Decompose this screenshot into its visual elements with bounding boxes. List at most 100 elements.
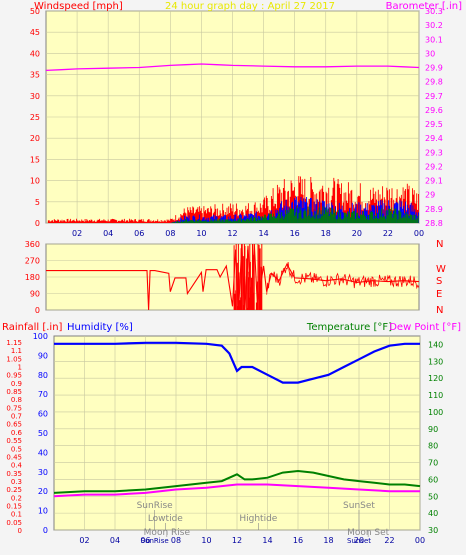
wind-x-tick: 14 (258, 229, 268, 238)
direction-burst (233, 244, 263, 310)
dewpoint-axis-label: Dew Point [°F] (389, 322, 461, 333)
rainfall-y-tick: 0.35 (6, 470, 22, 478)
rainfall-y-tick: 0.25 (6, 486, 22, 494)
temperature-y-tick: 60 (428, 475, 438, 484)
wind-x-tick: 18 (321, 229, 331, 238)
wind-x-tick: 12 (227, 229, 237, 238)
rainfall-y-tick: 0.7 (11, 413, 22, 421)
humidity-x-ticks: 02 04 06 08 10 12 14 16 18 20 22 00 (79, 536, 425, 545)
rainfall-y-tick: 0.45 (6, 453, 22, 461)
rainfall-y-tick: 1 (18, 364, 22, 372)
sun-bottom-label: Sunset (347, 537, 371, 545)
wind-grid (46, 10, 420, 224)
annotation-label: Moon Set (347, 528, 390, 538)
wind-x-tick: 16 (290, 229, 300, 238)
wind-y-tick: 20 (30, 134, 40, 143)
compass-label: S (436, 276, 442, 287)
barometer-y-tick: 29.5 (425, 120, 443, 129)
barometer-y-tick: 29 (425, 191, 435, 200)
humidity-y-tick: 20 (38, 487, 48, 496)
wind-x-tick: 06 (134, 229, 144, 238)
humidity-y-ticks: 0 10 20 30 40 50 60 70 80 90 100 (33, 332, 48, 535)
rainfall-y-tick: 0.9 (11, 380, 22, 388)
temperature-y-tick: 130 (428, 357, 443, 366)
humidity-x-tick: 22 (384, 536, 394, 545)
barometer-y-tick: 29.3 (425, 148, 443, 157)
rainfall-axis-label: Rainfall [.in] (2, 322, 63, 333)
temperature-y-tick: 140 (428, 340, 443, 349)
temperature-line (53, 469, 421, 494)
wind-x-tick: 22 (383, 229, 393, 238)
humidity-y-tick: 30 (38, 468, 48, 477)
rainfall-y-tick: 0.3 (11, 478, 22, 486)
barometer-y-tick: 30.3 (425, 7, 443, 16)
humidity-x-tick: 10 (201, 536, 211, 545)
windspeed-axis-label: Windspeed [mph] (34, 1, 123, 12)
wind-x-ticks: 02 04 06 08 10 12 14 16 18 20 22 00 (72, 229, 424, 238)
humidity-y-tick: 90 (38, 351, 48, 360)
humidity-x-tick: 04 (110, 536, 120, 545)
barometer-y-tick: 28.9 (425, 205, 443, 214)
rainfall-y-tick: 0.1 (11, 511, 22, 519)
rainfall-y-tick: 1.1 (11, 347, 22, 355)
annotation-label: Moon Rise (144, 528, 191, 538)
direction-grid (46, 243, 419, 311)
wind-x-tick: 02 (72, 229, 82, 238)
rainfall-y-tick: 0.05 (6, 519, 22, 527)
rainfall-y-tick: 1.05 (6, 355, 22, 363)
rainfall-y-tick: 0.95 (6, 372, 22, 380)
rainfall-y-tick: 0.65 (6, 421, 22, 429)
rainfall-y-tick: 0.4 (11, 462, 23, 470)
compass-label: N (436, 239, 443, 250)
tide-sun-moon-annotations: SunRise Lowtide Moon Rise Hightide SunSet Moo… (137, 501, 390, 545)
annotation-label: Hightide (239, 514, 277, 524)
humidity-y-tick: 10 (38, 507, 48, 516)
barometer-y-tick: 30.2 (425, 21, 443, 30)
temperature-y-tick: 40 (428, 509, 438, 518)
direction-y-ticks: 0 90 180 270 360 (25, 240, 40, 315)
humidity-y-tick: 60 (38, 410, 48, 419)
humidity-axis-label: Humidity [%] (67, 322, 133, 333)
direction-y-tick: 0 (35, 306, 40, 315)
temperature-y-tick: 120 (428, 374, 443, 383)
barometer-y-tick: 29.7 (425, 92, 443, 101)
rainfall-y-tick: 0.55 (6, 437, 22, 445)
humidity-x-tick: 12 (232, 536, 242, 545)
dewpoint-line (53, 483, 420, 498)
temperature-y-tick: 50 (428, 492, 438, 501)
temperature-y-tick: 100 (428, 408, 443, 417)
wind-y-tick: 50 (30, 7, 40, 16)
humidity-y-tick: 50 (38, 429, 48, 438)
humidity-x-tick: 06 (140, 536, 150, 545)
barometer-axis-label: Barometer [.in] (386, 1, 462, 12)
wind-y-tick: 45 (30, 28, 40, 37)
temperature-y-tick: 30 (428, 526, 438, 535)
annotation-label: SunSet (343, 501, 375, 511)
wind-x-tick: 20 (352, 229, 362, 238)
annotation-label: SunRise (137, 501, 174, 511)
rainfall-y-tick: 0.2 (11, 494, 22, 502)
humidity-y-tick: 100 (33, 332, 48, 341)
humidity-x-tick: 14 (262, 536, 272, 545)
wind-y-tick: 30 (30, 92, 40, 101)
humidity-temperature-panel: 00.050.10.150.20.250.30.350.40.450.50.55… (2, 322, 461, 545)
temperature-y-ticks: 30 40 50 60 70 80 90 100 110 120 130 140 (428, 340, 443, 535)
barometer-y-tick: 29.2 (425, 162, 443, 171)
wind-y-tick: 5 (35, 198, 40, 207)
barometer-y-tick: 29.9 (425, 64, 443, 73)
humidity-grid (54, 336, 421, 531)
annotation-label: Lowtide (148, 514, 183, 524)
direction-series (46, 243, 420, 311)
temperature-axis-label: Temperature [°F] (306, 322, 392, 333)
humidity-line (54, 341, 420, 384)
barometer-y-tick: 29.8 (425, 78, 443, 87)
barometer-y-tick: 30 (425, 49, 435, 58)
sun-bottom-label: SunRise (141, 537, 169, 545)
rainfall-y-tick: 0.75 (6, 404, 22, 412)
wind-y-tick: 25 (30, 113, 40, 122)
wind-series (45, 63, 420, 223)
rainfall-y-tick: 0.8 (11, 396, 22, 404)
barometer-y-ticks: 28.8 28.9 29 29.1 29.2 29.3 29.4 29.5 29.6 29.7 29… (425, 7, 443, 228)
